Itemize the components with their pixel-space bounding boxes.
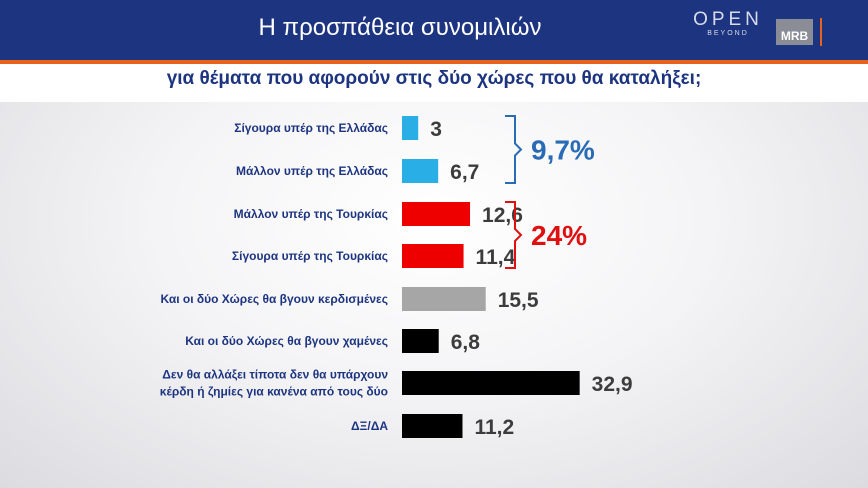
category-label: Σίγουρα υπέρ της Τουρκίας <box>232 249 388 263</box>
open-logo-text: OPEN <box>693 9 763 30</box>
category-label: Μάλλον υπέρ της Ελλάδας <box>236 164 388 178</box>
group-bracket <box>505 115 523 184</box>
value-label: 12,6 <box>482 204 523 227</box>
group-bracket <box>505 201 523 269</box>
group-total-label: 24% <box>531 220 587 251</box>
group-total-label: 9,7% <box>531 135 595 166</box>
bar <box>402 329 439 353</box>
category-label: Δεν θα αλλάξει τίποτα δεν θα υπάρχουν <box>162 368 388 382</box>
page-title: Η προσπάθεια συνομιλιών <box>258 14 542 41</box>
category-label: Και οι δύο Χώρες θα βγουν κερδισμένες <box>160 292 388 306</box>
header-bar <box>0 0 868 60</box>
bar <box>402 414 463 438</box>
chart-subtitle: για θέματα που αφορούν στις δύο χώρες πο… <box>166 68 702 89</box>
value-label: 11,2 <box>474 416 514 439</box>
category-label: Μάλλον υπέρ της Τουρκίας <box>234 207 388 221</box>
bar <box>402 202 471 226</box>
value-label: 32,9 <box>592 373 633 396</box>
category-label: Σίγουρα υπέρ της Ελλάδας <box>234 121 388 135</box>
bar <box>402 371 580 395</box>
bar <box>402 287 486 311</box>
header-divider <box>820 18 822 46</box>
value-label: 11,4 <box>476 246 516 269</box>
value-label: 3 <box>430 118 442 141</box>
category-label: ΔΞ/ΔΑ <box>351 419 388 433</box>
value-label: 6,8 <box>451 331 481 354</box>
value-label: 15,5 <box>498 289 539 312</box>
category-label: κέρδη ή ζημίες για κανένα από τους δύο <box>160 385 388 399</box>
mrb-logo: MRB <box>776 19 813 45</box>
bar <box>402 244 464 268</box>
value-label: 6,7 <box>450 161 479 184</box>
bar <box>402 159 439 183</box>
subtitle-bar <box>0 60 868 102</box>
category-label: Και οι δύο Χώρες θα βγουν χαμένες <box>185 334 388 348</box>
beyond-logo-text: BEYOND <box>707 30 749 37</box>
bar <box>402 116 419 140</box>
open-beyond-logo: OPEN BEYOND <box>688 9 768 38</box>
